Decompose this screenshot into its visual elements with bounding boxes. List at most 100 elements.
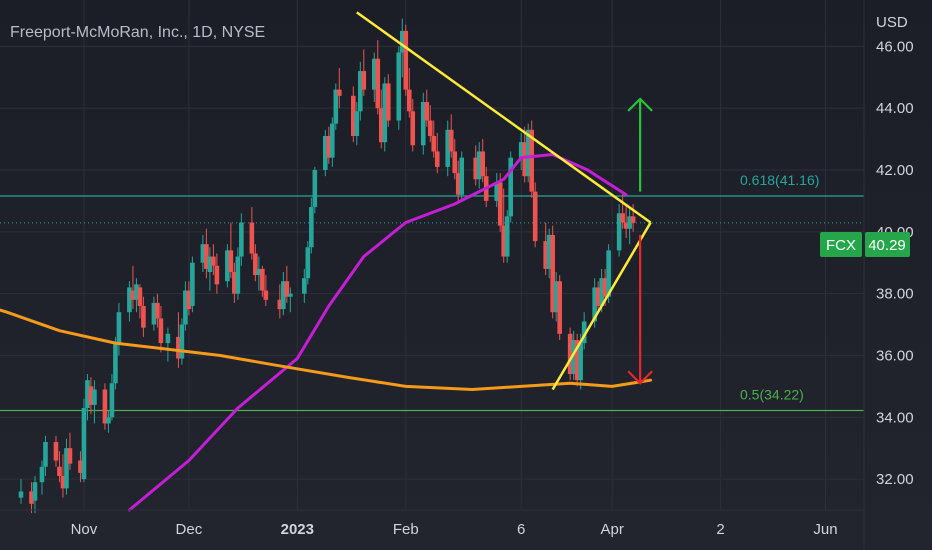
candle-body[interactable] bbox=[357, 71, 363, 112]
candle-body[interactable] bbox=[106, 417, 111, 424]
candle-body[interactable] bbox=[630, 216, 636, 223]
candle-body[interactable] bbox=[239, 222, 244, 257]
candle-body[interactable] bbox=[302, 278, 307, 294]
candle-body[interactable] bbox=[627, 216, 632, 229]
candle-body[interactable] bbox=[207, 256, 213, 272]
candle-body[interactable] bbox=[211, 256, 216, 266]
candle-body[interactable] bbox=[571, 340, 576, 374]
candle-body[interactable] bbox=[473, 157, 479, 180]
candle-body[interactable] bbox=[225, 250, 230, 282]
candle-body[interactable] bbox=[288, 293, 293, 297]
candle-body[interactable] bbox=[137, 287, 143, 306]
candle-body[interactable] bbox=[616, 213, 622, 251]
candle-body[interactable] bbox=[53, 442, 59, 461]
candle-body[interactable] bbox=[574, 340, 580, 381]
ma-long-line[interactable] bbox=[0, 291, 653, 391]
candle-body[interactable] bbox=[141, 306, 146, 328]
candle-body[interactable] bbox=[599, 278, 604, 306]
time-axis[interactable]: Nov Dec 2023 Feb 6 Apr 2 Jun bbox=[71, 521, 838, 538]
candle-body[interactable] bbox=[214, 265, 220, 285]
candle-body[interactable] bbox=[183, 290, 188, 325]
candle-body[interactable] bbox=[57, 466, 62, 476]
candle-body[interactable] bbox=[323, 136, 328, 170]
candle-body[interactable] bbox=[350, 95, 356, 136]
candle-body[interactable] bbox=[253, 253, 258, 276]
trendline[interactable] bbox=[356, 11, 652, 224]
arrow-down[interactable] bbox=[627, 234, 653, 385]
candle-body[interactable] bbox=[553, 281, 559, 313]
candle-body[interactable] bbox=[127, 287, 132, 313]
candle-body[interactable] bbox=[32, 482, 38, 501]
candle-body[interactable] bbox=[116, 312, 122, 344]
candle-body[interactable] bbox=[179, 324, 185, 359]
candle-body[interactable] bbox=[361, 71, 367, 90]
candle-body[interactable] bbox=[85, 380, 90, 408]
candle-body[interactable] bbox=[459, 157, 465, 195]
candle-body[interactable] bbox=[455, 173, 461, 195]
candle-body[interactable] bbox=[29, 491, 34, 504]
candle-body[interactable] bbox=[410, 111, 416, 146]
trendline[interactable] bbox=[551, 221, 652, 391]
candle-body[interactable] bbox=[190, 262, 195, 306]
candle-body[interactable] bbox=[581, 321, 587, 344]
candle-body[interactable] bbox=[546, 234, 552, 269]
last-price-badge[interactable]: 40.29 bbox=[865, 232, 910, 257]
candle-body[interactable] bbox=[385, 83, 391, 121]
candle-body[interactable] bbox=[200, 244, 206, 263]
candle-body[interactable] bbox=[378, 108, 384, 143]
candle-body[interactable] bbox=[330, 123, 335, 158]
candle-body[interactable] bbox=[382, 83, 388, 143]
candle-body[interactable] bbox=[525, 129, 531, 177]
candle-body[interactable] bbox=[155, 302, 160, 319]
candle-body[interactable] bbox=[504, 216, 510, 257]
candle-body[interactable] bbox=[228, 250, 234, 272]
candle-body[interactable] bbox=[333, 89, 339, 124]
candle-body[interactable] bbox=[476, 151, 482, 180]
candle-body[interactable] bbox=[284, 281, 290, 297]
candle-body[interactable] bbox=[232, 272, 237, 294]
candle-body[interactable] bbox=[354, 111, 360, 136]
candle-body[interactable] bbox=[130, 290, 136, 300]
candle-body[interactable] bbox=[249, 222, 255, 254]
candle-body[interactable] bbox=[480, 151, 486, 177]
candle-body[interactable] bbox=[396, 52, 402, 121]
candle-body[interactable] bbox=[204, 244, 209, 269]
candle-body[interactable] bbox=[532, 191, 538, 242]
candle-body[interactable] bbox=[64, 448, 69, 489]
candle-body[interactable] bbox=[309, 207, 314, 248]
candle-body[interactable] bbox=[606, 250, 611, 297]
candle-body[interactable] bbox=[78, 460, 83, 473]
candle-body[interactable] bbox=[337, 89, 342, 96]
candle-body[interactable] bbox=[102, 389, 108, 424]
candle-body[interactable] bbox=[399, 30, 405, 53]
ma-short-line[interactable] bbox=[127, 153, 628, 512]
candle-body[interactable] bbox=[60, 476, 66, 489]
candle-body[interactable] bbox=[67, 448, 73, 464]
candle-body[interactable] bbox=[158, 318, 164, 344]
candle-body[interactable] bbox=[326, 136, 332, 158]
candle-body[interactable] bbox=[529, 129, 534, 192]
candle-body[interactable] bbox=[403, 30, 409, 90]
candle-body[interactable] bbox=[452, 151, 458, 174]
candle-body[interactable] bbox=[39, 466, 45, 483]
candle-body[interactable] bbox=[88, 386, 94, 405]
candle-body[interactable] bbox=[497, 182, 503, 226]
candle-body[interactable] bbox=[256, 268, 262, 276]
candle-body[interactable] bbox=[557, 281, 562, 334]
candle-body[interactable] bbox=[305, 247, 311, 279]
candle-body[interactable] bbox=[312, 170, 318, 208]
candle-body[interactable] bbox=[375, 58, 381, 109]
candle-body[interactable] bbox=[434, 151, 440, 167]
candle-body[interactable] bbox=[260, 268, 265, 291]
candle-body[interactable] bbox=[151, 302, 157, 325]
candle-body[interactable] bbox=[424, 102, 430, 121]
candle-body[interactable] bbox=[550, 234, 555, 313]
candle-body[interactable] bbox=[592, 287, 597, 322]
candle-body[interactable] bbox=[176, 336, 181, 359]
candle-body[interactable] bbox=[134, 284, 139, 300]
candle-body[interactable] bbox=[427, 120, 433, 136]
candle-body[interactable] bbox=[522, 142, 527, 177]
candle-body[interactable] bbox=[602, 278, 608, 297]
